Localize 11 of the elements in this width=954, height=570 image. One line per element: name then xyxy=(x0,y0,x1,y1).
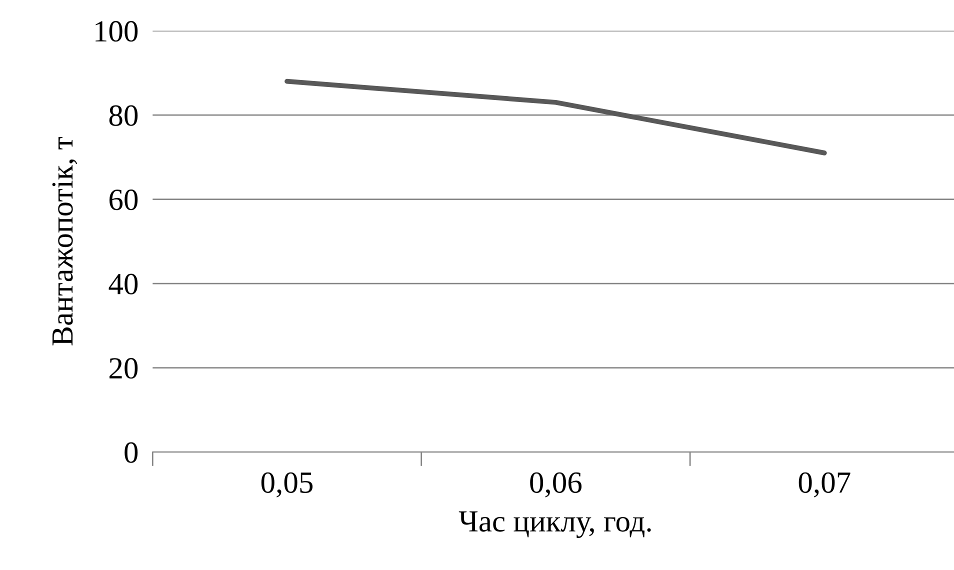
y-tick-label: 60 xyxy=(110,190,138,210)
x-tick-label: 0,06 xyxy=(530,472,582,498)
y-tick-label: 0 xyxy=(124,442,138,463)
y-tick-label: 20 xyxy=(110,358,138,379)
y-tick-label: 100 xyxy=(96,21,138,42)
y-tick-label: 40 xyxy=(108,274,138,294)
x-tick-label: 0,05 xyxy=(261,472,313,498)
y-tick-label: 80 xyxy=(109,105,138,126)
y-axis-title: Вантажопотік, т xyxy=(52,136,78,346)
x-tick-label: 0,07 xyxy=(798,472,850,498)
x-axis-title: Час циклу, год. xyxy=(458,511,651,538)
